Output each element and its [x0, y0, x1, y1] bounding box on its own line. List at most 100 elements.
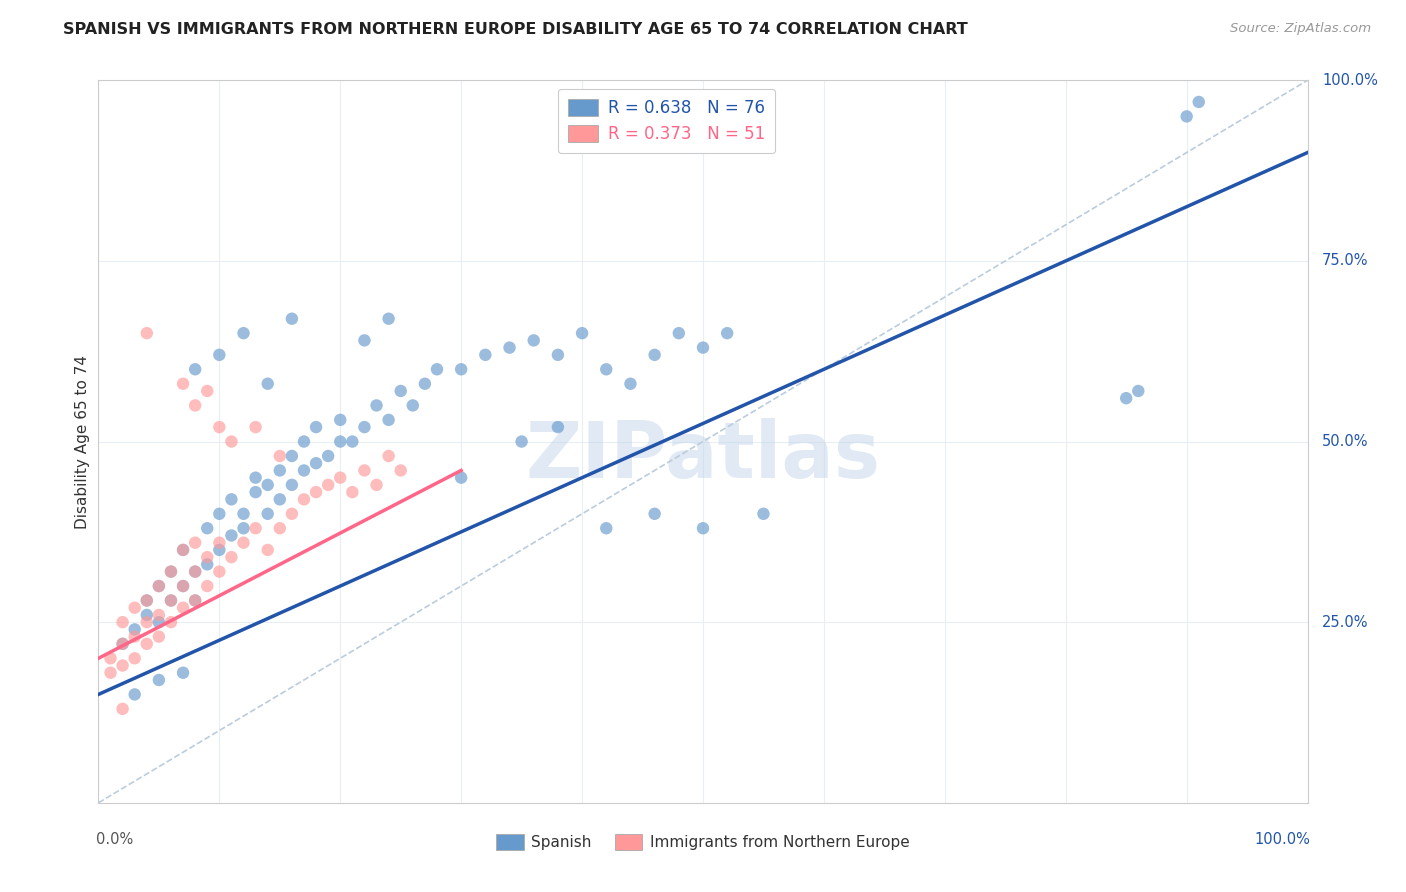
Point	[305, 420, 328, 434]
Point	[208, 535, 231, 549]
Point	[208, 420, 231, 434]
Point	[292, 434, 315, 449]
Text: 100.0%: 100.0%	[1322, 73, 1378, 87]
Point	[232, 521, 254, 535]
Point	[208, 565, 231, 579]
Point	[221, 528, 243, 542]
Point	[523, 334, 546, 348]
Text: 75.0%: 75.0%	[1322, 253, 1368, 268]
Point	[172, 600, 194, 615]
Point	[342, 434, 364, 449]
Point	[124, 630, 146, 644]
Point	[221, 492, 243, 507]
Point	[195, 521, 218, 535]
Point	[195, 384, 218, 398]
Point	[124, 600, 146, 615]
Point	[547, 420, 569, 434]
Point	[172, 579, 194, 593]
Point	[135, 607, 157, 622]
Point	[342, 485, 364, 500]
Point	[148, 607, 170, 622]
Point	[184, 362, 207, 376]
Point	[281, 311, 304, 326]
Point	[644, 507, 666, 521]
Point	[245, 420, 267, 434]
Point	[256, 376, 278, 391]
Point	[305, 485, 328, 500]
Point	[232, 326, 254, 340]
Point	[644, 348, 666, 362]
Point	[595, 362, 617, 376]
Point	[124, 651, 146, 665]
Point	[184, 398, 207, 412]
Point	[353, 334, 375, 348]
Point	[474, 348, 496, 362]
Point	[1128, 384, 1150, 398]
Point	[111, 615, 134, 630]
Text: 25.0%: 25.0%	[1322, 615, 1368, 630]
Point	[135, 593, 157, 607]
Point	[124, 687, 146, 701]
Point	[245, 521, 267, 535]
Point	[377, 449, 399, 463]
Text: SPANISH VS IMMIGRANTS FROM NORTHERN EUROPE DISABILITY AGE 65 TO 74 CORRELATION C: SPANISH VS IMMIGRANTS FROM NORTHERN EURO…	[63, 22, 967, 37]
Legend: Spanish, Immigrants from Northern Europe: Spanish, Immigrants from Northern Europe	[491, 829, 915, 856]
Point	[450, 362, 472, 376]
Point	[389, 384, 412, 398]
Point	[316, 478, 339, 492]
Point	[160, 593, 183, 607]
Text: 0.0%: 0.0%	[96, 831, 134, 847]
Point	[148, 579, 170, 593]
Point	[450, 470, 472, 484]
Point	[1115, 391, 1137, 405]
Point	[329, 434, 352, 449]
Point	[366, 398, 388, 412]
Point	[232, 535, 254, 549]
Text: 100.0%: 100.0%	[1254, 831, 1310, 847]
Point	[148, 630, 170, 644]
Point	[160, 615, 183, 630]
Point	[172, 542, 194, 557]
Point	[208, 507, 231, 521]
Point	[124, 623, 146, 637]
Point	[184, 565, 207, 579]
Point	[377, 413, 399, 427]
Point	[172, 376, 194, 391]
Point	[402, 398, 425, 412]
Point	[547, 348, 569, 362]
Point	[377, 311, 399, 326]
Point	[510, 434, 533, 449]
Point	[160, 565, 183, 579]
Point	[172, 542, 194, 557]
Point	[232, 507, 254, 521]
Point	[305, 456, 328, 470]
Point	[245, 470, 267, 484]
Point	[619, 376, 641, 391]
Point	[692, 521, 714, 535]
Y-axis label: Disability Age 65 to 74: Disability Age 65 to 74	[75, 354, 90, 529]
Point	[208, 348, 231, 362]
Point	[256, 542, 278, 557]
Point	[292, 492, 315, 507]
Point	[135, 326, 157, 340]
Point	[160, 593, 183, 607]
Point	[172, 665, 194, 680]
Point	[353, 463, 375, 477]
Point	[269, 449, 291, 463]
Point	[595, 521, 617, 535]
Point	[208, 542, 231, 557]
Point	[184, 535, 207, 549]
Point	[111, 702, 134, 716]
Point	[184, 593, 207, 607]
Point	[100, 665, 122, 680]
Point	[316, 449, 339, 463]
Point	[1175, 110, 1198, 124]
Point	[281, 449, 304, 463]
Point	[269, 492, 291, 507]
Point	[256, 478, 278, 492]
Point	[221, 434, 243, 449]
Point	[135, 593, 157, 607]
Point	[148, 579, 170, 593]
Point	[426, 362, 449, 376]
Point	[111, 637, 134, 651]
